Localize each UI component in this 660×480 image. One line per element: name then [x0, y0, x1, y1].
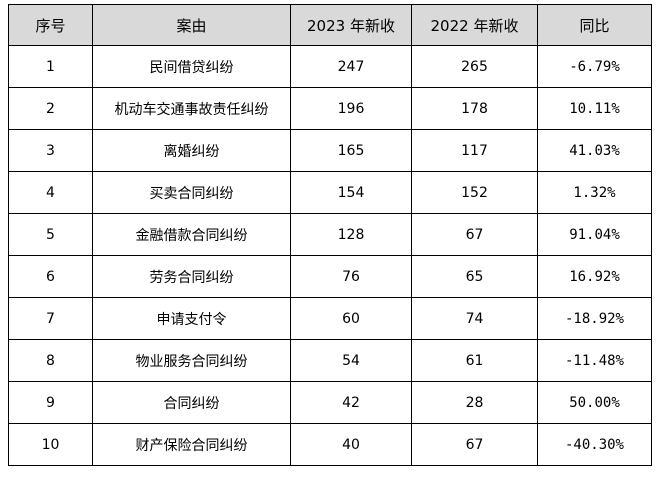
- cell-new-2023: 40: [290, 423, 412, 466]
- cell-index: 9: [8, 381, 93, 424]
- cell-cause: 物业服务合同纠纷: [92, 339, 291, 382]
- header-cause: 案由: [92, 4, 291, 46]
- header-new-2022: 2022 年新收: [411, 4, 538, 46]
- cell-new-2022: 265: [411, 45, 538, 88]
- cell-index: 10: [8, 423, 93, 466]
- cell-index: 1: [8, 45, 93, 88]
- cell-new-2022: 61: [411, 339, 538, 382]
- cell-index: 4: [8, 171, 93, 214]
- cell-index: 7: [8, 297, 93, 340]
- cell-yoy: -6.79%: [537, 45, 652, 88]
- cell-yoy: -40.30%: [537, 423, 652, 466]
- cell-new-2022: 67: [411, 213, 538, 256]
- cell-index: 6: [8, 255, 93, 298]
- cell-cause: 金融借款合同纠纷: [92, 213, 291, 256]
- cell-new-2023: 154: [290, 171, 412, 214]
- table-row: 10 财产保险合同纠纷 40 67 -40.30%: [8, 423, 652, 466]
- cell-cause: 合同纠纷: [92, 381, 291, 424]
- cell-new-2022: 117: [411, 129, 538, 172]
- cell-yoy: 41.03%: [537, 129, 652, 172]
- cell-cause: 财产保险合同纠纷: [92, 423, 291, 466]
- cell-new-2023: 128: [290, 213, 412, 256]
- cell-new-2022: 65: [411, 255, 538, 298]
- table-row: 2 机动车交通事故责任纠纷 196 178 10.11%: [8, 87, 652, 130]
- header-yoy: 同比: [537, 4, 652, 46]
- header-index: 序号: [8, 4, 93, 46]
- cell-index: 3: [8, 129, 93, 172]
- cell-new-2022: 152: [411, 171, 538, 214]
- header-row: 序号 案由 2023 年新收 2022 年新收 同比: [8, 4, 652, 46]
- cell-new-2023: 196: [290, 87, 412, 130]
- table-row: 1 民间借贷纠纷 247 265 -6.79%: [8, 45, 652, 88]
- cell-new-2023: 54: [290, 339, 412, 382]
- cell-yoy: 16.92%: [537, 255, 652, 298]
- table-row: 7 申请支付令 60 74 -18.92%: [8, 297, 652, 340]
- cell-new-2023: 76: [290, 255, 412, 298]
- cell-new-2023: 165: [290, 129, 412, 172]
- table-row: 6 劳务合同纠纷 76 65 16.92%: [8, 255, 652, 298]
- cell-new-2022: 28: [411, 381, 538, 424]
- cell-new-2023: 247: [290, 45, 412, 88]
- cell-cause: 申请支付令: [92, 297, 291, 340]
- cell-yoy: -11.48%: [537, 339, 652, 382]
- cell-yoy: 10.11%: [537, 87, 652, 130]
- cell-new-2022: 178: [411, 87, 538, 130]
- cell-index: 8: [8, 339, 93, 382]
- cell-cause: 劳务合同纠纷: [92, 255, 291, 298]
- header-new-2023: 2023 年新收: [290, 4, 412, 46]
- table-row: 8 物业服务合同纠纷 54 61 -11.48%: [8, 339, 652, 382]
- table-row: 9 合同纠纷 42 28 50.00%: [8, 381, 652, 424]
- table-row: 5 金融借款合同纠纷 128 67 91.04%: [8, 213, 652, 256]
- cell-new-2022: 74: [411, 297, 538, 340]
- cell-yoy: 1.32%: [537, 171, 652, 214]
- cell-cause: 机动车交通事故责任纠纷: [92, 87, 291, 130]
- cell-new-2023: 60: [290, 297, 412, 340]
- cell-index: 5: [8, 213, 93, 256]
- case-statistics-table: 序号 案由 2023 年新收 2022 年新收 同比 1 民间借贷纠纷 247 265…: [8, 4, 652, 466]
- cell-index: 2: [8, 87, 93, 130]
- cell-yoy: 50.00%: [537, 381, 652, 424]
- table-row: 3 离婚纠纷 165 117 41.03%: [8, 129, 652, 172]
- cell-cause: 离婚纠纷: [92, 129, 291, 172]
- cell-yoy: -18.92%: [537, 297, 652, 340]
- cell-new-2023: 42: [290, 381, 412, 424]
- cell-cause: 民间借贷纠纷: [92, 45, 291, 88]
- table-header: 序号 案由 2023 年新收 2022 年新收 同比: [8, 4, 652, 46]
- cell-new-2022: 67: [411, 423, 538, 466]
- table-row: 4 买卖合同纠纷 154 152 1.32%: [8, 171, 652, 214]
- cell-cause: 买卖合同纠纷: [92, 171, 291, 214]
- table-body: 1 民间借贷纠纷 247 265 -6.79% 2 机动车交通事故责任纠纷 196 178 10.…: [8, 45, 652, 466]
- cell-yoy: 91.04%: [537, 213, 652, 256]
